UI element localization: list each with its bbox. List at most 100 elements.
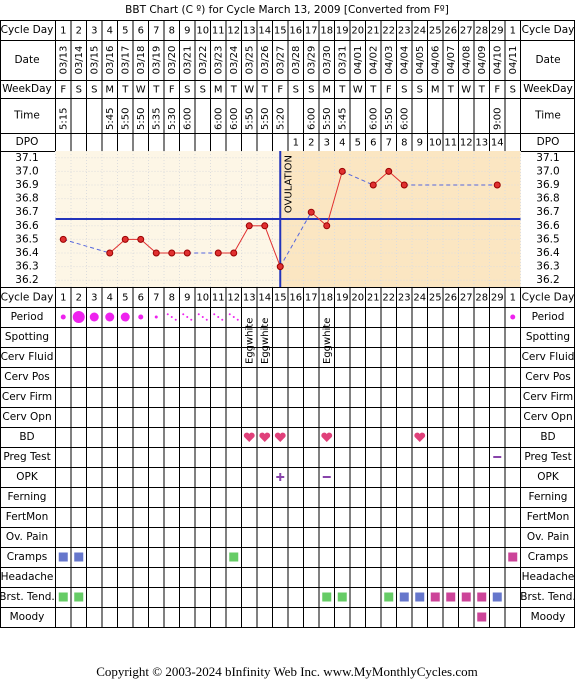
- row-label: Time: [534, 110, 561, 122]
- temp-point: [59, 235, 67, 243]
- weekday: F: [169, 85, 175, 96]
- symptom-box: [58, 592, 68, 602]
- weekday: M: [431, 85, 440, 96]
- row-label: DPO: [16, 136, 39, 148]
- cycle-day: 15: [274, 26, 287, 37]
- symptom-box: [58, 552, 68, 562]
- row-label: Cerv Fluid: [522, 351, 575, 363]
- cycle-day: 2: [76, 26, 82, 37]
- temp-point: [183, 249, 191, 257]
- dpo: 6: [370, 138, 376, 149]
- row-label: 36.9: [15, 179, 38, 191]
- temp-point: [168, 249, 176, 257]
- weekday: F: [277, 85, 283, 96]
- date: 04/08: [461, 46, 472, 75]
- row-label: 37.0: [15, 165, 38, 177]
- spot-dot: [228, 313, 231, 316]
- row-label: Ov. Pain: [6, 531, 48, 543]
- row-label: 36.5: [15, 233, 38, 245]
- temp-point: [276, 263, 284, 271]
- symptom-box: [384, 592, 394, 602]
- cycle-day: 25: [429, 26, 442, 37]
- date: 04/01: [353, 46, 364, 75]
- weekday: F: [60, 85, 66, 96]
- row-label: Cerv Firm: [523, 391, 573, 403]
- date: 03/29: [306, 46, 317, 75]
- weekday: S: [76, 85, 82, 96]
- bd-heart: [259, 432, 271, 442]
- row-label: Preg Test: [524, 451, 571, 463]
- spot-dot: [217, 316, 220, 318]
- row-label: Cycle Day: [522, 24, 575, 36]
- row-label: Brst. Tend.: [0, 591, 55, 603]
- weekday: W: [353, 85, 363, 96]
- row-label: BD: [19, 431, 34, 443]
- temp-point: [338, 167, 346, 175]
- symptom-box: [446, 592, 456, 602]
- temp-point: [323, 222, 331, 230]
- cycle-day: 2: [76, 293, 82, 304]
- spot-dot: [221, 318, 224, 321]
- date: 03/16: [105, 46, 116, 75]
- row-label: Headache: [522, 571, 575, 583]
- row-label: 37.1: [536, 152, 559, 164]
- date: 03/23: [213, 46, 224, 75]
- cycle-day: 18: [320, 293, 333, 304]
- cycle-day: 4: [107, 293, 113, 304]
- cycle-day: 3: [91, 26, 97, 37]
- cerv-fluid: Eggwhite: [322, 318, 333, 364]
- period-dot: [154, 315, 158, 319]
- row-label: Moody: [531, 611, 566, 623]
- date: 04/10: [492, 46, 503, 75]
- cycle-day: 29: [491, 26, 504, 37]
- time: 5:50: [120, 108, 131, 130]
- weekday: F: [386, 85, 392, 96]
- symptom-box: [229, 552, 239, 562]
- cycle-day: 11: [212, 293, 225, 304]
- period-dot: [89, 312, 99, 322]
- symptom-box: [74, 552, 84, 562]
- symptom-box: [337, 592, 347, 602]
- time: 6:00: [306, 108, 317, 130]
- weekday: M: [105, 85, 114, 96]
- cycle-day: 14: [258, 26, 271, 37]
- spot-dot: [232, 316, 235, 318]
- row-label: BD: [540, 431, 555, 443]
- footer: Copyright © 2003-2024 bInfinity Web Inc.…: [96, 664, 477, 679]
- row-label: 36.8: [536, 193, 559, 205]
- temp-point: [369, 181, 377, 189]
- symptom-box: [477, 592, 487, 602]
- row-label: 37.0: [536, 165, 559, 177]
- row-label: Cerv Opn: [523, 411, 572, 423]
- period-dot: [138, 314, 144, 320]
- cycle-day: 13: [243, 293, 256, 304]
- weekday: T: [152, 85, 160, 96]
- row-label: 36.2: [536, 274, 559, 286]
- weekday: S: [293, 85, 299, 96]
- cycle-day: 16: [289, 293, 302, 304]
- time: 5:50: [244, 108, 255, 130]
- temp-segment: [63, 238, 110, 254]
- cycle-day: 5: [122, 26, 128, 37]
- weekday: W: [136, 85, 146, 96]
- spot-dot: [213, 313, 216, 316]
- cycle-day: 28: [475, 293, 488, 304]
- temp-point: [385, 167, 393, 175]
- symptom-box: [415, 592, 425, 602]
- bd-heart: [274, 432, 286, 442]
- cycle-day: 4: [107, 26, 113, 37]
- weekday: S: [417, 85, 423, 96]
- row-label: 36.2: [15, 274, 38, 286]
- time: 5:45: [337, 108, 348, 130]
- spot-dot: [201, 316, 204, 318]
- date: 04/03: [384, 46, 395, 75]
- cycle-day: 11: [212, 26, 225, 37]
- row-label: 36.6: [15, 220, 39, 232]
- time: 9:00: [492, 108, 503, 130]
- temp-point: [307, 208, 315, 216]
- symptom-box: [492, 592, 502, 602]
- weekday: M: [322, 85, 331, 96]
- dpo: 3: [324, 138, 330, 149]
- row-label: 36.8: [15, 193, 38, 205]
- weekday: S: [401, 85, 407, 96]
